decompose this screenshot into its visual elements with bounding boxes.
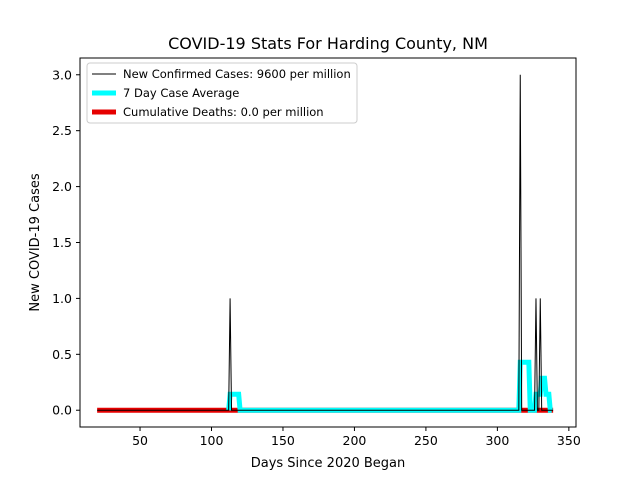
series-new-cases-line — [97, 74, 554, 411]
x-tick-label: 150 — [271, 433, 295, 448]
x-axis-label: Days Since 2020 Began — [251, 456, 406, 471]
x-tick-label: 250 — [414, 433, 438, 448]
chart-title: COVID-19 Stats For Harding County, NM — [168, 34, 488, 53]
x-tick-label: 300 — [485, 433, 509, 448]
legend-label-7day-average: 7 Day Case Average — [123, 86, 239, 100]
series-7day-average-line — [226, 359, 553, 413]
y-tick-label: 3.0 — [52, 67, 72, 82]
x-axis: 50 100 150 200 250 300 350 — [132, 427, 581, 448]
y-tick-label: 1.5 — [52, 235, 72, 250]
series-layer — [97, 74, 554, 413]
x-tick-label: 200 — [343, 433, 367, 448]
y-tick-label: 0.0 — [52, 403, 72, 418]
y-axis: 0.0 0.5 1.0 1.5 2.0 2.5 3.0 — [52, 67, 80, 418]
legend-label-deaths: Cumulative Deaths: 0.0 per million — [123, 105, 324, 119]
legend-label-new-cases: New Confirmed Cases: 9600 per million — [123, 67, 351, 81]
y-tick-label: 0.5 — [52, 347, 72, 362]
x-tick-label: 350 — [557, 433, 581, 448]
y-axis-label: New COVID-19 Cases — [28, 173, 43, 311]
y-tick-label: 2.5 — [52, 123, 72, 138]
legend-box — [86, 62, 358, 124]
legend: New Confirmed Cases: 9600 per million 7 … — [86, 62, 358, 124]
x-tick-label: 50 — [132, 433, 148, 448]
y-tick-label: 2.0 — [52, 179, 72, 194]
y-tick-label: 1.0 — [52, 291, 72, 306]
x-tick-label: 100 — [200, 433, 224, 448]
